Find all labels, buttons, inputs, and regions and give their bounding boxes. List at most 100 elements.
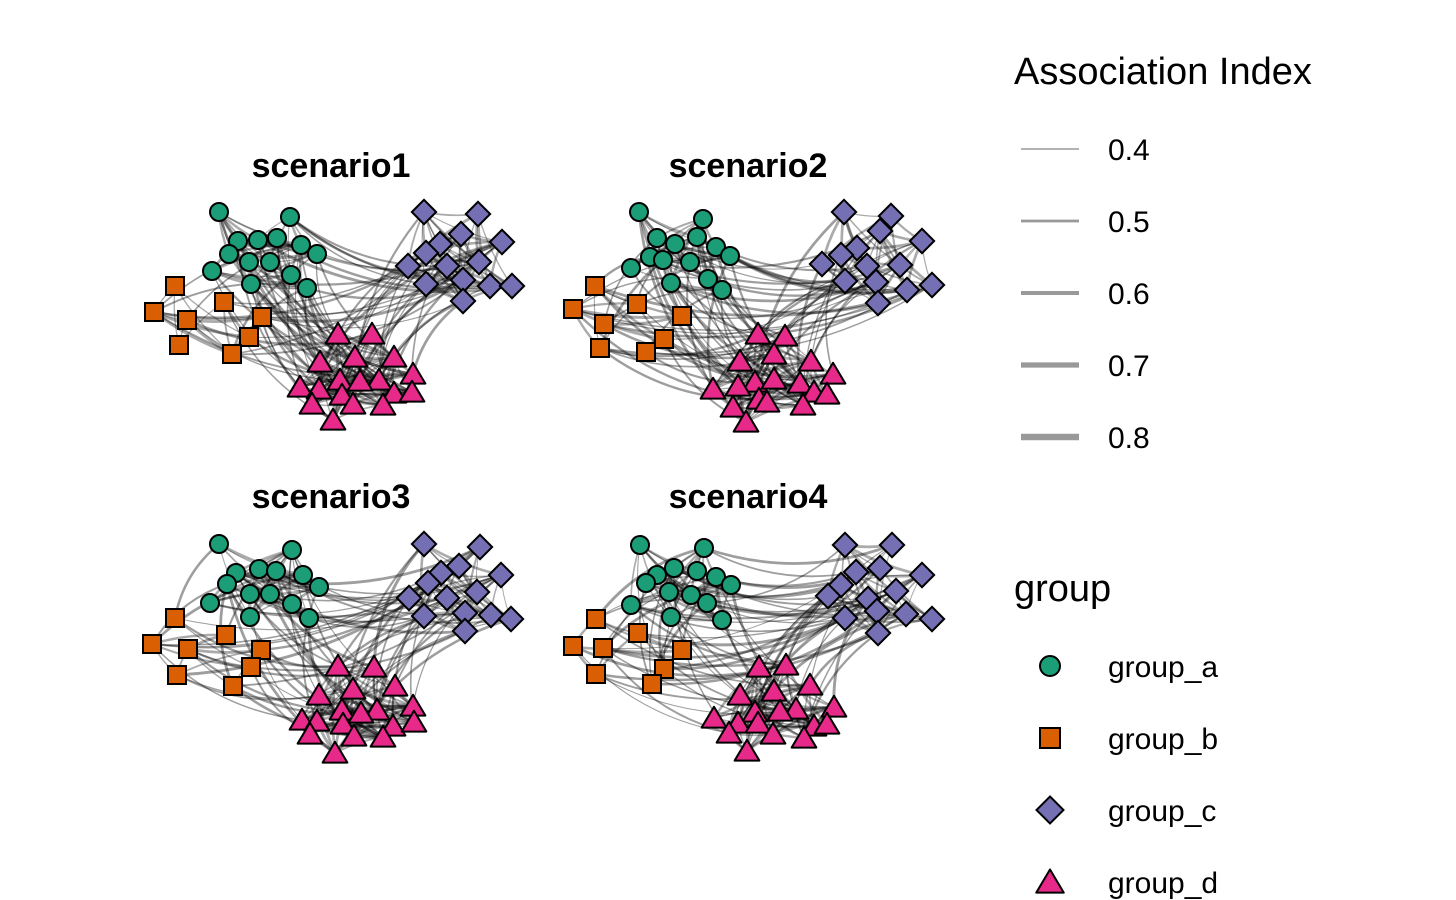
node-group-c xyxy=(842,558,870,586)
node-group-a xyxy=(698,269,718,289)
node-group-d xyxy=(759,721,787,745)
edge xyxy=(299,355,395,389)
edge xyxy=(248,261,395,358)
edge xyxy=(337,581,429,667)
node-group-c xyxy=(908,227,936,255)
node-group-d xyxy=(732,409,760,433)
node-group-a xyxy=(661,607,681,627)
edge xyxy=(602,583,732,649)
edge xyxy=(289,216,427,285)
edge xyxy=(637,632,781,712)
group-legend-label: group_a xyxy=(1108,651,1218,684)
edge xyxy=(707,278,775,380)
edge xyxy=(151,643,252,669)
edge xyxy=(753,279,846,383)
node-group-a xyxy=(681,585,701,605)
node-group-d xyxy=(733,738,761,762)
node-group-a xyxy=(241,274,261,294)
node-group-c xyxy=(808,250,836,278)
node-group-a xyxy=(712,280,732,300)
node-group-a xyxy=(249,559,269,579)
node-group-d xyxy=(305,682,333,706)
node-group-a xyxy=(299,608,319,628)
edge xyxy=(261,300,464,329)
node-group-a xyxy=(621,595,641,615)
edge xyxy=(276,237,413,393)
edge xyxy=(713,683,811,720)
edge xyxy=(670,282,756,383)
node-group-c xyxy=(487,561,515,589)
node-group-b xyxy=(165,276,185,296)
panel-title-4: scenario4 xyxy=(669,478,828,516)
node-group-d xyxy=(329,711,357,735)
edge xyxy=(423,211,513,287)
node-group-c xyxy=(465,248,493,276)
node-group-a xyxy=(291,235,311,255)
edge xyxy=(670,616,787,666)
edge xyxy=(288,549,320,696)
edge xyxy=(595,618,811,687)
edge xyxy=(844,544,933,620)
node-group-a xyxy=(266,561,286,581)
node-group-d xyxy=(341,344,369,368)
edge xyxy=(810,281,877,362)
edge xyxy=(257,238,513,294)
edge xyxy=(637,616,846,647)
edge xyxy=(261,278,464,323)
edge xyxy=(602,616,846,659)
edge xyxy=(706,544,846,604)
node-group-b xyxy=(586,609,606,629)
network-panel-4 xyxy=(563,531,946,762)
legend-triangle-icon xyxy=(1035,868,1065,894)
edge xyxy=(153,310,263,321)
node-group-d xyxy=(363,697,391,721)
node-group-d xyxy=(796,672,824,696)
edge xyxy=(249,283,414,376)
node-group-a xyxy=(664,558,684,578)
edge xyxy=(342,630,466,725)
node-group-b xyxy=(654,329,674,349)
edge xyxy=(249,593,415,724)
node-group-b xyxy=(214,292,234,312)
edge xyxy=(235,572,502,599)
edge-legend-label: 0.5 xyxy=(1108,206,1150,239)
node-group-d xyxy=(699,376,727,400)
node-group-c xyxy=(451,617,479,645)
edge xyxy=(572,307,683,320)
node-group-a xyxy=(693,209,713,229)
edge xyxy=(372,543,426,668)
edge-legend-label: 0.7 xyxy=(1108,350,1150,383)
node-group-a xyxy=(209,202,229,222)
node-group-b xyxy=(222,344,242,364)
node-group-d xyxy=(744,710,772,734)
node-group-d xyxy=(726,348,754,372)
edge xyxy=(268,593,375,669)
node-group-b xyxy=(672,640,692,660)
node-group-b xyxy=(672,306,692,326)
edge xyxy=(670,282,759,335)
node-group-c xyxy=(882,577,910,605)
node-group-d xyxy=(813,381,841,405)
node-group-a xyxy=(260,584,280,604)
node-group-d xyxy=(760,341,788,365)
node-group-c xyxy=(488,228,516,256)
node-group-b xyxy=(142,634,162,654)
node-group-c xyxy=(830,198,858,226)
node-group-c xyxy=(864,619,892,647)
edge xyxy=(186,244,302,321)
edge xyxy=(630,604,787,667)
node-group-d xyxy=(380,380,408,404)
node-group-c xyxy=(866,217,894,245)
node-group-b xyxy=(177,310,197,330)
edge-legend-label: 0.8 xyxy=(1108,422,1150,455)
node-group-c xyxy=(394,252,422,280)
node-group-c xyxy=(412,270,440,298)
edge xyxy=(378,283,427,381)
edge xyxy=(299,244,343,396)
node-group-a xyxy=(687,227,707,247)
node-group-d xyxy=(820,694,848,718)
edge xyxy=(670,281,879,315)
node-group-d xyxy=(715,720,743,744)
edge xyxy=(715,576,835,708)
node-group-a xyxy=(694,538,714,558)
